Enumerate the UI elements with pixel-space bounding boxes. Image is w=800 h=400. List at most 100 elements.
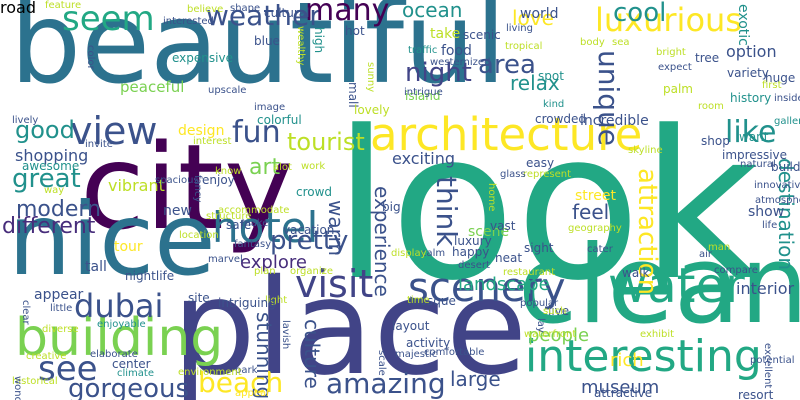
word-stunning: stunning [252,312,276,400]
word-man: man [708,242,731,253]
word-alot: alot [273,162,292,173]
word-road: road [0,0,36,17]
word-incredible: incredible [580,113,649,129]
word-fantasy: fantasy [234,239,272,250]
word-lay: lay [535,318,546,333]
word-bright: bright [656,47,686,58]
word-marvel: marvel [208,254,243,265]
word-gorgeous: gorgeous [68,374,190,400]
word-feature: feature [45,0,82,11]
word-potential: potential [750,355,795,366]
word-traffic: traffic [408,45,438,56]
word-peaceful: peaceful [120,78,185,96]
word-intrigue: intrigue [404,87,443,98]
word-relax: relax [510,71,560,95]
word-resort: resort [738,388,774,400]
word-body: body [580,37,605,48]
word-popular: popular [520,298,559,309]
word-explore: explore [240,252,307,273]
word-living: living [506,23,533,34]
word-interesting: interesting [525,331,762,382]
word-safe: safe [226,218,252,232]
word-fancy: fancy [192,175,203,203]
word-water: water [608,258,745,314]
word-shape: shape [230,3,261,14]
word-believe: believe [187,4,224,15]
word-glass: glass [500,169,526,180]
word-seem: seem [62,0,155,39]
word-scenery: scenery [408,265,566,311]
word-hot: hot [345,24,365,38]
word-clear: clear [20,300,31,325]
word-make: make [241,218,269,229]
word-climate: climate [117,368,154,379]
word-vacation: vacation [283,223,335,237]
word-invite: invite [85,139,113,150]
word-little: little [50,303,73,314]
word-unique: unique [592,50,625,147]
word-appear: appear [34,287,84,303]
word-shopping: shopping [15,146,89,165]
word-different: different [2,214,96,239]
word-time: time [407,295,430,306]
word-innovative: innovative [754,180,800,191]
word-impressive: impressive [722,148,788,162]
word-lavish: lavish [280,320,291,350]
word-sight: sight [524,241,554,255]
word-luxurious: luxurious [595,1,742,39]
word-interested: interested [163,16,214,27]
word-island: island [405,89,441,103]
word-appeal: appeal [235,388,269,399]
word-hotel: hotel [212,203,319,252]
word-luxury: luxury [454,234,492,248]
word-structure: structure [206,211,252,222]
word-love: love [512,6,554,30]
word-vast: vast [490,219,516,233]
word-food: food [441,43,472,59]
word-exciting: exciting [392,149,456,168]
word-interest: interest [193,136,232,147]
word-like: like [725,115,777,150]
word-happy: happy [452,245,490,259]
word-great: great [12,164,81,194]
word-modern: modern [16,197,101,222]
word-cool: cool [613,0,667,28]
word-shop: shop [701,134,730,148]
word-want: want [739,130,769,144]
word-tourist: tourist [287,128,365,156]
word-expensive: expensive [172,51,233,65]
word-crowded: crowded [535,112,587,126]
word-walk: walk [622,266,650,280]
word-many: many [305,0,390,28]
word-blue: blue [254,34,280,48]
word-first: first [762,80,782,91]
word-excellent: excellent [762,343,773,389]
word-culture: culture [300,319,324,389]
word-rich: rich [610,350,644,371]
word-neat: neat [495,251,523,265]
word-display: display [391,248,427,259]
word-room: room [698,101,724,112]
word-organize: organize [290,266,334,277]
word-tropical: tropical [505,41,543,52]
word-street: street [575,188,616,204]
word-nightlife: nightlife [125,269,175,283]
word-vibrant: vibrant [108,176,165,195]
word-restaurant: restaurant [503,267,556,278]
word-enjoy: enjoy [202,173,235,187]
word-wonder: wonder [12,376,23,400]
word-look: look [333,88,760,326]
word-area: area [478,50,536,80]
word-activity: activity [406,336,451,350]
word-fun: fun [232,115,281,150]
word-sea: sea [612,37,630,48]
word-colorful: colorful [257,113,302,127]
word-tree: tree [695,51,720,65]
word-waterfront: waterfront [524,329,577,340]
word-upscale: upscale [208,85,247,96]
word-new: new [163,203,192,219]
word-scenic: scenic [463,28,501,42]
word-calm: calm [421,248,446,259]
word-spacious: spacious [155,175,199,186]
word-art: art [249,155,281,180]
